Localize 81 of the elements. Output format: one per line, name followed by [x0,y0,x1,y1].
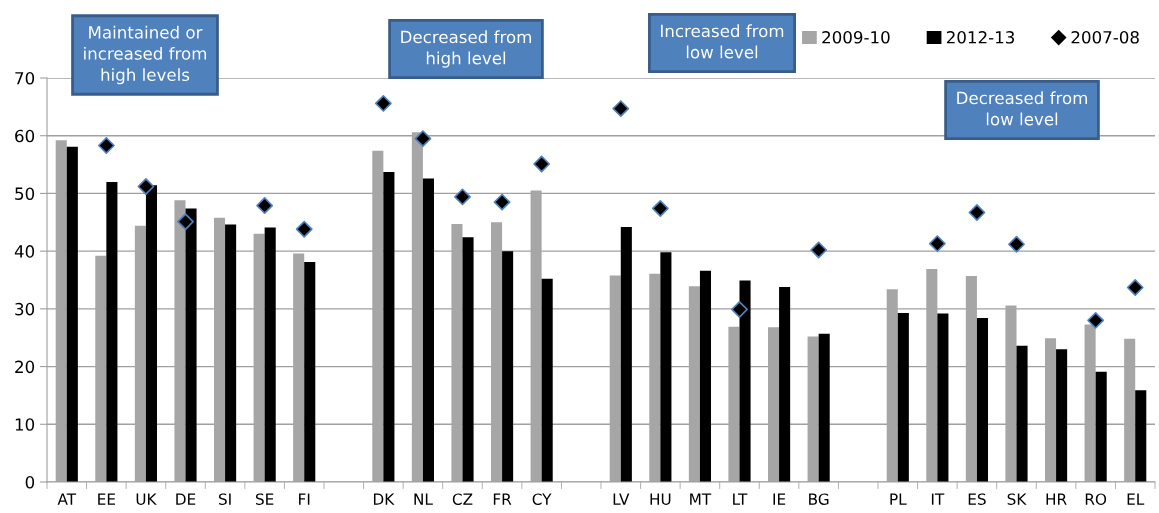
y-tick-label: 30 [15,302,35,316]
x-tick-label: UK [136,493,157,505]
legend-label: 2009-10 [822,31,890,44]
x-tick-label: DK [373,493,395,505]
x-tick-label: RO [1085,493,1107,505]
annotation: Decreased from low level [957,91,1087,126]
point [651,199,669,217]
point [1126,279,1144,296]
bar [818,333,830,482]
x-tick-label: MT [690,493,712,505]
text: Decreased from high level [401,30,531,68]
x-tick-label: SE [255,493,274,505]
point [137,178,155,195]
text: Increased from low level [661,24,784,59]
bar [383,172,395,482]
bar [541,278,553,482]
y-tick-label: 50 [15,187,35,200]
point [97,137,115,154]
y-tick-label: 60 [15,129,35,143]
bar [660,252,672,482]
x-tick-label: EL [1127,493,1145,505]
point [454,188,471,206]
bar [1095,371,1107,482]
y-tick-label: 20 [15,360,35,374]
point [928,235,946,253]
point [493,193,511,211]
x-tick-label: FR [493,493,512,505]
point [533,155,551,173]
x-tick-label: IT [931,493,945,505]
x-tick-label: IE [773,493,786,505]
bar [462,237,474,482]
x-tick-label: EE [98,493,116,505]
x-tick-label: CY [532,493,552,505]
x-tick-label: CZ [452,493,473,505]
bar [422,178,435,482]
bar [976,318,989,482]
point [256,197,274,214]
point [295,220,313,238]
bar [264,227,276,482]
bar [1016,345,1028,482]
x-tick-label: AT [57,493,77,505]
point [1008,235,1025,253]
legend-label: 2012-13 [946,31,1015,44]
x-tick-label: SI [218,493,231,505]
bar [897,312,909,482]
point [612,100,630,118]
bar [502,251,514,482]
point [968,204,986,221]
x-tick-label: LV [613,493,630,505]
bar [66,146,78,482]
bar [225,224,237,482]
x-tick-label: LT [733,493,748,505]
x-tick-label: BG [809,493,829,505]
y-tick-label: 70 [15,71,35,85]
x-tick-label: PL [890,493,907,505]
point [810,241,828,259]
bar [699,270,712,482]
point [374,94,392,112]
y-tick-label: 10 [15,418,35,431]
x-tick-label: HU [650,493,671,505]
bar [106,181,118,482]
point [414,130,432,148]
annotation: Maintained or increased from high levels [84,25,207,85]
bar [1056,349,1068,482]
point [177,213,194,231]
x-tick-label: ES [968,493,986,505]
y-tick-label: 40 [14,245,35,258]
x-tick-label: HR [1046,493,1067,505]
bar [620,226,632,482]
x-tick-label: NL [414,493,433,505]
point [731,300,748,318]
x-tick-label: SK [1007,493,1027,505]
bar [779,286,791,482]
bar [1135,390,1147,482]
point [1087,311,1105,329]
bar [304,262,316,482]
bar [937,313,949,482]
x-tick-label: FI [299,493,310,505]
y-tick-label: 0 [25,475,35,489]
legend-label: 2007-08 [1071,31,1139,44]
x-tick-label: DE [176,493,196,505]
